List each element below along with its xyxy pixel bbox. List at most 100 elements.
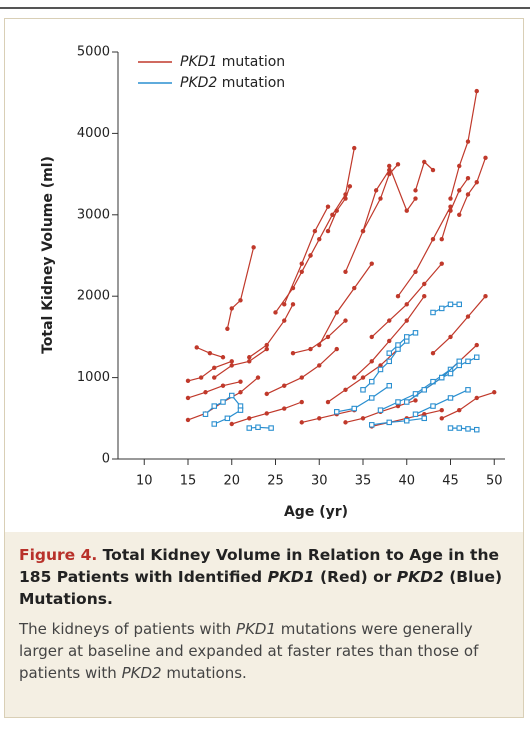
point [422, 281, 427, 287]
trajectory [205, 394, 241, 415]
point [369, 334, 374, 340]
point [483, 294, 488, 299]
point [438, 305, 445, 312]
figure-frame [4, 18, 524, 718]
point [351, 405, 357, 412]
point [404, 318, 409, 323]
x-tick-label: 25 [267, 474, 284, 489]
x-tick-label: 15 [180, 474, 197, 489]
point [220, 399, 226, 405]
point [430, 309, 436, 316]
point [290, 350, 296, 356]
point [238, 379, 243, 384]
point [211, 421, 218, 427]
chart: Total Kidney Volume (ml) Age (yr) 0 1000 2… [40, 45, 505, 520]
point [413, 269, 418, 274]
point [422, 294, 427, 299]
point [247, 359, 252, 364]
trajectory [362, 163, 399, 232]
point [386, 358, 392, 365]
point [352, 285, 357, 291]
trajectory [414, 160, 434, 191]
point [317, 416, 322, 421]
point [229, 306, 234, 311]
point [439, 261, 444, 266]
point [229, 363, 234, 368]
point [421, 387, 427, 393]
point [474, 342, 479, 348]
point [247, 416, 252, 421]
point [203, 390, 208, 395]
trajectory [283, 206, 329, 305]
point [473, 354, 480, 360]
point [447, 395, 454, 401]
point [229, 421, 234, 427]
point [299, 269, 304, 274]
point [299, 399, 304, 405]
trajectory [187, 381, 241, 399]
point [456, 425, 462, 431]
x-tick-label: 10 [136, 474, 153, 489]
figure-label: Figure 4. [19, 546, 98, 564]
caption: Figure 4. Total Kidney Volume in Relatio… [5, 532, 523, 717]
point [238, 390, 243, 395]
point [360, 375, 366, 380]
point [378, 363, 383, 368]
point [229, 359, 234, 364]
point [352, 375, 357, 380]
trajectory [371, 263, 443, 338]
caption-title-block: Figure 4. Total Kidney Volume in Relatio… [19, 544, 511, 610]
point [395, 403, 401, 409]
point [343, 269, 348, 274]
point [465, 358, 471, 365]
point [347, 184, 353, 189]
point [194, 345, 199, 350]
point [207, 350, 213, 356]
legend-label: PKD1 mutation [180, 54, 285, 70]
point [334, 310, 339, 315]
x-tick-label: 45 [442, 474, 459, 489]
y-axis-title: Total Kidney Volume (ml) [40, 156, 56, 354]
trajectory [318, 263, 373, 346]
point [403, 417, 410, 424]
point [412, 411, 419, 417]
point [421, 415, 427, 422]
point [325, 399, 331, 405]
point [224, 415, 231, 422]
trajectory [336, 385, 390, 413]
x-tick-label: 35 [355, 474, 372, 489]
point [360, 387, 366, 393]
point [343, 318, 348, 323]
point [430, 350, 436, 356]
point [343, 387, 348, 393]
y-tick-label: 3000 [77, 207, 110, 222]
trajectory [248, 304, 294, 358]
point [290, 302, 296, 307]
point [403, 399, 410, 405]
point [403, 334, 410, 340]
point [264, 342, 269, 348]
trajectory [371, 417, 425, 426]
point [255, 375, 261, 380]
x-tick-label: 30 [311, 474, 328, 489]
trajectory [449, 90, 478, 199]
point [465, 192, 471, 197]
caption-title: Total Kidney Volume in Relation to Age i… [19, 546, 503, 608]
point [368, 378, 375, 385]
point [212, 365, 217, 371]
point [412, 330, 419, 336]
point [448, 334, 453, 340]
point [457, 163, 462, 169]
y-tick-label: 2000 [77, 289, 110, 304]
point [473, 426, 480, 433]
point [456, 362, 462, 369]
point [447, 370, 454, 377]
point [387, 163, 392, 169]
trajectory [266, 348, 338, 395]
point [325, 228, 331, 234]
trajectory [388, 332, 416, 354]
point [430, 237, 436, 242]
point [237, 407, 244, 413]
point [404, 208, 409, 213]
point [422, 159, 427, 165]
